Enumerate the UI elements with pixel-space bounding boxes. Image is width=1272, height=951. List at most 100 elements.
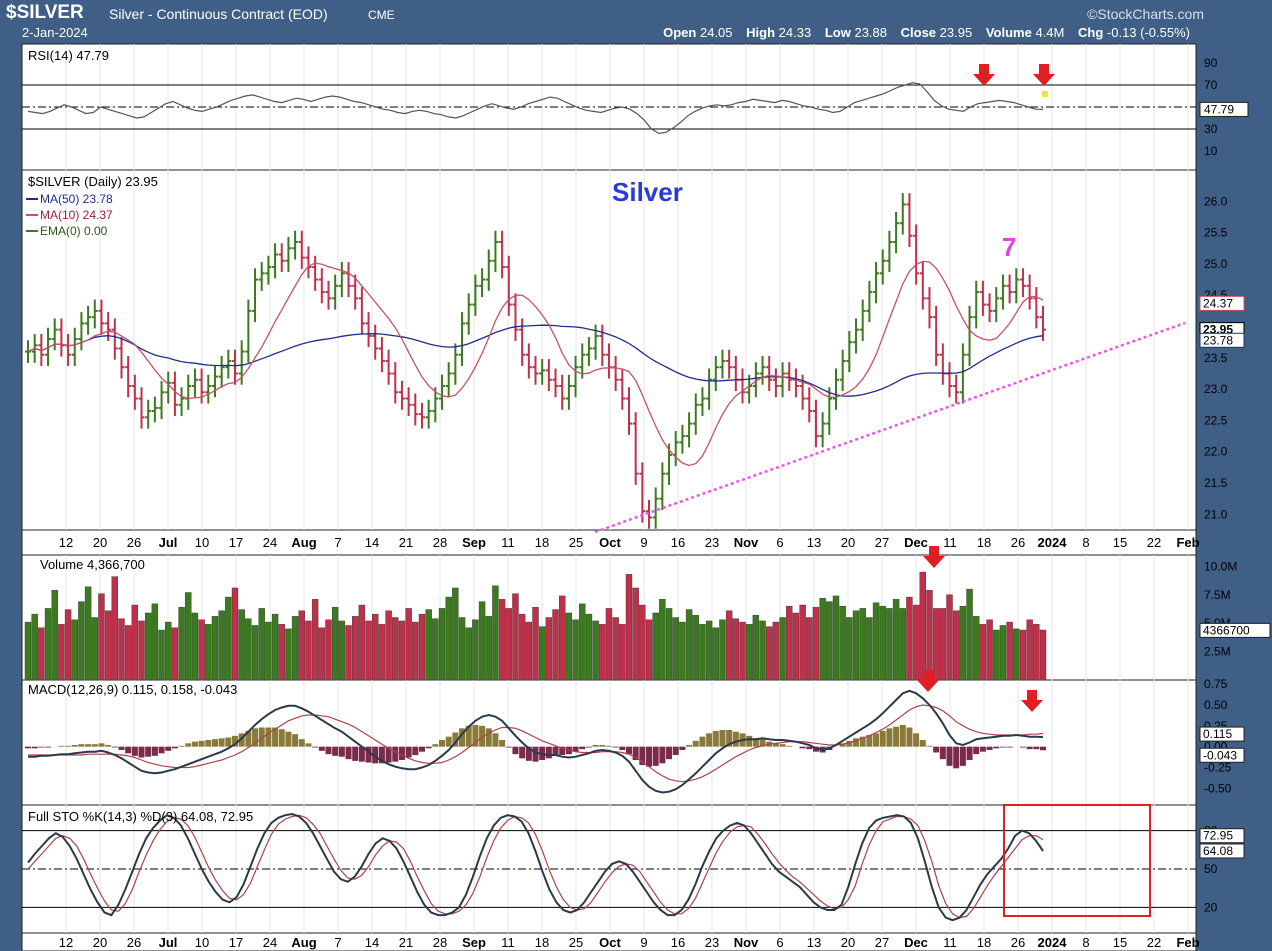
price-bar [252,268,259,323]
volume-label: Volume [985,25,1032,40]
macd-histogram-bar [58,745,65,747]
volume-bar [318,627,326,681]
macd-histogram-bar [445,736,452,747]
macd-histogram-bar [305,743,312,747]
macd-histogram-bar [472,725,479,747]
price-bar [625,387,632,435]
price-bar [312,255,319,291]
macd-current-box [1199,726,1245,742]
date-axis-label: 12 [59,535,73,550]
macd-histogram-bar [979,746,986,752]
price-bar [979,280,986,316]
date-axis-label: 10 [195,535,209,550]
volume-bar [238,609,245,681]
macd-histogram-bar [966,746,973,760]
date-axis-label: 22 [1147,535,1161,550]
volume-bar [191,612,199,681]
date-axis-label-bottom: 28 [433,935,447,950]
macd-histogram-bar [225,737,232,747]
volume-bar [725,610,733,681]
volume-bar [271,613,279,681]
volume-bar [625,574,633,681]
date-axis-label-bottom: 10 [195,935,209,950]
macd-histogram-bar [732,731,739,747]
date-axis-label-bottom: 9 [640,935,647,950]
macd-histogram-bar [605,745,612,747]
volume-bar [218,610,225,681]
macd-histogram-bar [799,746,806,749]
volume-bar [819,597,826,681]
date-axis-label-bottom: 11 [943,935,957,950]
volume-bar [605,608,613,681]
macd-histogram-bar [432,744,439,747]
volume-bar [358,604,366,681]
volume-bar [826,601,833,681]
date-axis-label-bottom: 13 [807,935,821,950]
price-bar [418,402,425,429]
macd-histogram-bar [91,744,98,747]
date-axis-label-bottom: 11 [501,935,515,950]
price-bar [191,368,198,398]
wave-count-annotation: 7 [1002,232,1016,262]
high-value: 24.33 [778,25,812,40]
macd-histogram-bar [171,746,178,749]
macd-histogram-bar [318,746,325,751]
macd-histogram-bar [125,746,132,754]
date-axis-label-bottom: 6 [776,935,783,950]
macd-histogram-bar [78,744,85,747]
date-axis-label: 11 [501,535,515,550]
price-bar [165,371,172,404]
price-bar [899,193,906,235]
date-axis-label: Aug [291,535,316,550]
volume-bars [24,571,1047,681]
price-bar [85,305,92,335]
rsi-down-arrow [973,64,995,86]
price-bar [138,387,145,429]
macd-histogram-bar [85,744,92,747]
date-axis-label: 18 [977,535,991,550]
volume-bar [912,604,920,681]
price-legend-entry: EMA(0) 0.00 [40,224,108,238]
price-bar [859,299,866,341]
macd-histogram-bar [646,746,653,767]
price-bar [505,255,512,316]
volume-bar [599,624,606,681]
rsi-current-label: 47.79 [1204,102,1234,116]
volume-tick-label: 2.5M [1204,645,1231,659]
volume-bar [285,628,292,681]
volume-bar [665,608,673,681]
volume-bar [852,610,860,681]
macd-histogram-bar [412,746,419,755]
macd-histogram-bar [659,746,666,764]
price-bar [886,230,893,273]
volume-bar [512,593,519,681]
volume-bar [973,616,980,681]
date-axis-label-bottom: 22 [1147,935,1161,950]
volume-bar [779,617,786,681]
date-axis-label-bottom: 15 [1113,935,1127,950]
macd-histogram-bar [599,745,606,747]
volume-bar [418,613,426,681]
price-bar [866,280,873,323]
volume-bar [498,599,506,681]
volume-current-label: 4366700 [1203,623,1250,637]
macd-histogram-bar [405,746,412,758]
price-bar [999,274,1006,310]
macd-histogram-bar [913,733,920,747]
close-value: 23.95 [939,25,973,40]
price-bar [986,293,993,323]
volume-bar [445,596,452,681]
volume-bar [158,629,165,681]
macd-histogram-bar [278,729,285,747]
volume-bar [171,627,179,681]
volume-bar [225,596,232,681]
sto-label: Full STO %K(14,3) %D(3) 64.08, 72.95 [28,809,253,824]
price-bar [398,380,405,410]
price-bar [1040,305,1046,341]
price-bar [853,318,860,354]
price-bar [712,355,719,392]
macd-histogram-bar [532,746,539,762]
volume-bar [311,599,319,681]
volume-bar [211,616,219,681]
